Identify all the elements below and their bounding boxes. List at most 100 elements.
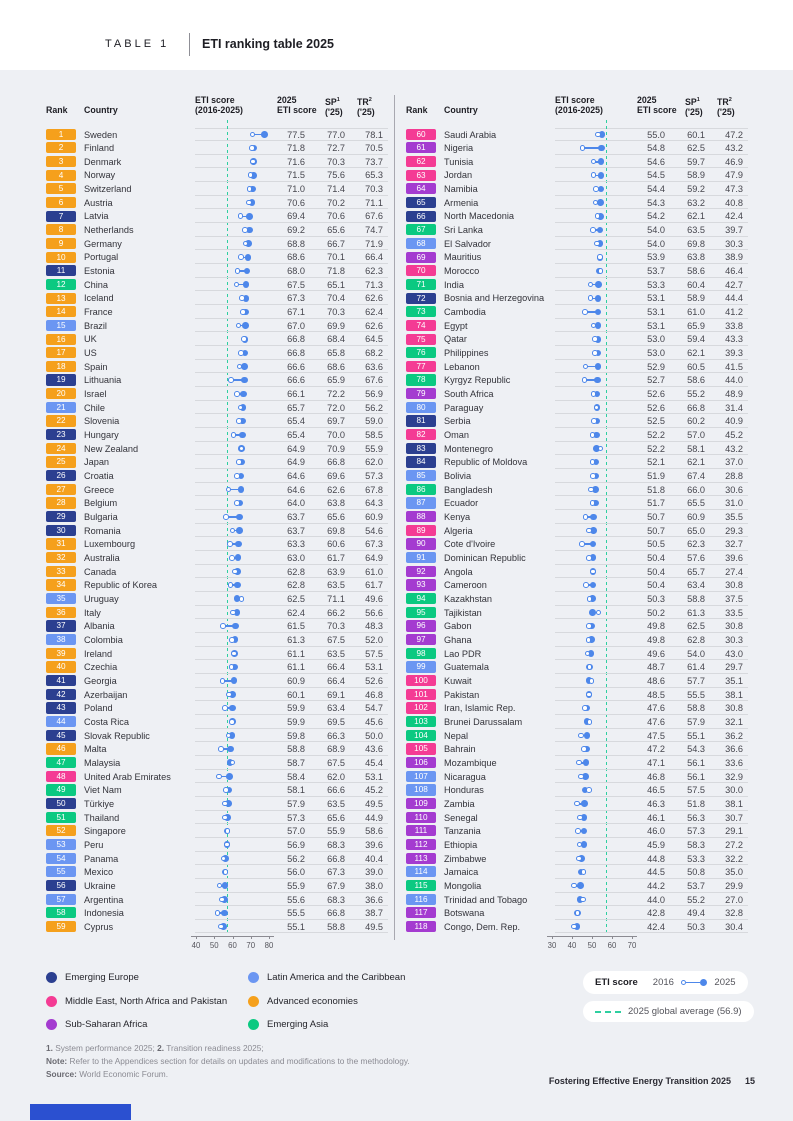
- sp-value: 58.8: [327, 921, 345, 932]
- grid-line: [555, 358, 748, 360]
- dot-2016: [586, 787, 592, 793]
- grid-line: [555, 713, 748, 715]
- dot-2016: [593, 186, 599, 192]
- sp-value: 60.9: [687, 512, 705, 522]
- table-row: 35 Uruguay 62.5 71.1 49.6: [46, 592, 390, 606]
- dot-2025: [597, 185, 605, 193]
- tr-value: 49.5: [365, 798, 383, 809]
- x-axis: 40 50 60 70 80: [46, 935, 390, 954]
- axis-tick-label: 60: [607, 940, 617, 950]
- rank-badge: 97: [406, 634, 436, 646]
- sp-value: 70.6: [327, 211, 345, 222]
- table-row: 52 Singapore 57.0 55.9 58.6: [46, 824, 390, 838]
- country-name: Thailand: [84, 812, 120, 823]
- footnote-2-text: Transition readiness 2025;: [164, 1043, 264, 1053]
- sp-value: 65.8: [327, 348, 345, 359]
- sp-value: 66.8: [687, 402, 705, 413]
- dot-2016: [234, 500, 241, 506]
- eti-2025-value: 47.1: [647, 757, 665, 768]
- table-row: 108 Honduras 46.5 57.5 30.0: [406, 783, 750, 797]
- country-name: Mauritius: [444, 252, 482, 263]
- country-name: United Arab Emirates: [84, 771, 171, 782]
- country-name: Gabon: [444, 621, 472, 632]
- dot-2016: [581, 377, 588, 383]
- sp-value: 71.8: [327, 266, 345, 277]
- dot-2025: [581, 786, 589, 794]
- dot-2016: [591, 418, 597, 424]
- grid-line: [555, 509, 748, 510]
- tr-value: 43.0: [725, 648, 743, 659]
- rank-badge: 47: [46, 756, 76, 769]
- rank-badge: 113: [406, 852, 436, 864]
- grid-line: [555, 249, 748, 251]
- country-name: Netherlands: [84, 225, 134, 236]
- sp-value: 70.4: [327, 293, 345, 304]
- sp-value: 58.9: [687, 170, 705, 181]
- sp-value: 62.1: [687, 457, 705, 468]
- eti-2025-value: 52.6: [647, 389, 665, 400]
- tr-value: 42.7: [725, 279, 743, 290]
- dot-2016: [240, 309, 246, 315]
- country-name: Ethiopia: [444, 839, 478, 850]
- rank-badge: 19: [46, 374, 76, 386]
- tr-value: 48.3: [365, 621, 383, 632]
- rank-badge: 107: [406, 770, 436, 782]
- dot-2016: [576, 759, 582, 766]
- eti-2025-value: 53.1: [647, 293, 665, 304]
- eti-2025-value: 68.0: [287, 266, 305, 277]
- dot-2016: [586, 527, 592, 534]
- dot-2025: [588, 622, 595, 630]
- dot-2016: [242, 240, 249, 247]
- table-row: 59 Cyprus 55.1 58.8 49.5: [46, 920, 390, 934]
- dot-2025: [227, 745, 234, 753]
- sp-value: 66.8: [327, 908, 345, 919]
- table-row: 105 Bahrain 47.2 54.3 36.6: [406, 742, 750, 756]
- dot-2016: [597, 445, 604, 452]
- eti-2025-value: 53.3: [647, 279, 665, 290]
- tr-value: 73.7: [365, 156, 383, 167]
- sp-value: 56.1: [687, 771, 705, 782]
- grid-line: [555, 590, 748, 592]
- table-row: 15 Brazil 67.0 69.9 62.6: [46, 319, 390, 333]
- rank-badge: 22: [46, 415, 76, 427]
- sp-value: 71.1: [327, 593, 345, 604]
- table-row: 100 Kuwait 48.6 57.7 35.1: [406, 674, 750, 688]
- country-name: Italy: [84, 607, 101, 618]
- country-name: Estonia: [84, 266, 115, 277]
- footnote-1: 1. System performance 2025; 2. Transitio…: [46, 1043, 264, 1053]
- rank-badge: 9: [46, 237, 76, 250]
- sp-value: 65.1: [327, 279, 345, 290]
- table-row: 7 Latvia 69.4 70.6 67.6: [46, 209, 390, 224]
- country-name: Republic of Korea: [84, 580, 158, 591]
- rank-badge: 57: [46, 893, 76, 905]
- sp-value: 58.8: [687, 593, 705, 604]
- column-header: Country: [444, 105, 478, 115]
- dot-2025: [592, 472, 600, 480]
- country-name: Saudi Arabia: [444, 129, 497, 140]
- dot-2016: [582, 363, 589, 370]
- table-row: 46 Malta 58.8 68.9 43.6: [46, 742, 390, 756]
- trend-connector: [229, 543, 239, 546]
- eti-2025-value: 66.8: [287, 334, 305, 345]
- eti-2025-value: 47.2: [647, 744, 665, 755]
- eti-2025-value: 52.1: [647, 457, 665, 468]
- tr-value: 45.6: [365, 716, 383, 727]
- table-row: 70 Morocco 53.7 58.6 46.4: [406, 264, 750, 278]
- dot-2016: [586, 664, 593, 670]
- sp-value: 55.5: [687, 689, 705, 700]
- eti-2025-value: 54.4: [647, 184, 665, 195]
- dot-2025: [580, 814, 588, 821]
- dot-2016: [574, 800, 580, 807]
- eti-2025-value: 58.7: [287, 757, 305, 768]
- country-name: Ukraine: [84, 880, 116, 891]
- dot-2016: [231, 650, 237, 657]
- country-name: Cyprus: [84, 921, 114, 932]
- table-row: 36 Italy 62.4 66.2 56.6: [46, 606, 390, 620]
- table-row: 57 Argentina 55.6 68.3 36.6: [46, 893, 390, 907]
- rank-badge: 14: [46, 306, 76, 318]
- country-name: Germany: [84, 238, 122, 249]
- tr-value: 71.3: [365, 279, 383, 290]
- grid-line: [195, 672, 388, 674]
- tr-value: 46.4: [725, 266, 743, 277]
- table-row: 94 Kazakhstan 50.3 58.8 37.5: [406, 592, 750, 606]
